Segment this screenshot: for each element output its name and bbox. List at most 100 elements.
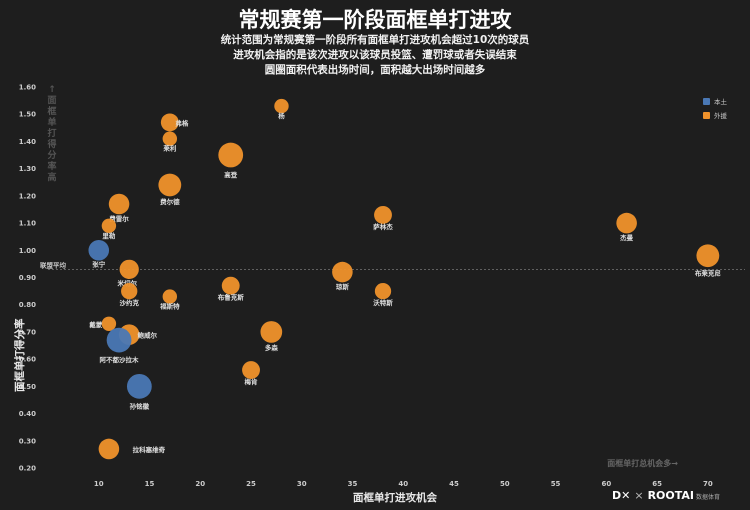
data-point (121, 282, 138, 300)
data-point (616, 212, 637, 234)
data-point (274, 98, 289, 114)
x-tick-label: 10 (94, 480, 104, 488)
brand-sub: 数据体育 (696, 494, 721, 501)
y-tick-label: 1.20 (19, 192, 36, 200)
data-label: 戴蒙 (89, 320, 103, 329)
data-point (88, 240, 110, 261)
data-point (101, 316, 117, 331)
y-tick-label: 1.60 (19, 84, 36, 92)
y-tick-label: 0.30 (19, 437, 36, 445)
annotation-up-char: 框 (47, 105, 56, 117)
data-point (101, 218, 117, 233)
annotation-up-char: ↑ (48, 85, 56, 95)
subtitle-line: 进攻机会指的是该次进攻以该球员投篮、遭罚球或者失误结束 (233, 49, 517, 61)
data-label: 费尔德 (160, 197, 180, 206)
data-point (221, 276, 240, 295)
data-point (119, 259, 139, 279)
data-point (160, 113, 179, 132)
annotation-up-char: 率 (47, 160, 56, 172)
subtitle-line: 统计范围为常规赛第一阶段所有面框单打进攻机会超过10次的球员 (220, 34, 530, 46)
x-tick-label: 40 (398, 480, 408, 488)
data-label: 孙铭徽 (130, 401, 150, 410)
data-point (242, 361, 260, 379)
data-label: 萨林杰 (373, 222, 393, 231)
data-label: 弗格 (175, 118, 189, 127)
data-point (126, 373, 152, 399)
x-tick-label: 30 (297, 480, 307, 488)
data-point (108, 193, 130, 215)
data-label: 里勒 (102, 231, 116, 240)
data-label: 梅肯 (245, 377, 259, 386)
y-tick-label: 0.50 (19, 383, 36, 391)
y-tick-label: 1.10 (19, 220, 36, 228)
legend-entry-home: 本土 (703, 96, 727, 106)
legend: 本土 外援 (703, 96, 727, 124)
x-tick-label: 55 (551, 480, 561, 488)
x-tick-label: 45 (449, 480, 459, 488)
y-tick-label: 0.60 (19, 356, 36, 364)
annotation-up-char: 高 (47, 171, 56, 183)
data-label: 高登 (224, 170, 238, 179)
annotation-up-char: 得 (46, 138, 56, 150)
y-axis-label: 面框单打得分率 (14, 318, 26, 393)
x-tick-label: 65 (652, 480, 662, 488)
y-tick-label: 0.80 (19, 301, 36, 309)
reference-line-label: 联盟平均 (40, 260, 67, 269)
brand-mark: D✕ (612, 489, 631, 502)
brand-separator: × (634, 489, 644, 502)
legend-label-foreign: 外援 (714, 112, 727, 120)
x-tick-label: 50 (500, 480, 510, 488)
data-label: 米切尔 (117, 278, 137, 287)
x-tick-label: 35 (348, 480, 358, 488)
legend-swatch-home (703, 97, 710, 105)
subtitle-line: 圆圈面积代表出场时间，面积越大出场时间越多 (264, 64, 486, 76)
data-point (218, 142, 244, 168)
x-axis-label: 面框单打进攻机会 (353, 492, 437, 504)
data-point (98, 438, 120, 460)
data-label: 莱利 (163, 144, 177, 153)
x-tick-label: 60 (601, 480, 611, 488)
y-tick-label: 0.90 (19, 274, 36, 282)
data-label: 沃特斯 (373, 298, 393, 307)
legend-swatch-foreign (703, 111, 710, 119)
data-point (260, 321, 283, 343)
y-tick-label: 1.50 (19, 111, 36, 119)
data-point (374, 282, 392, 300)
annotation-up-char: 分 (47, 149, 56, 161)
data-label: 布莱克尼 (695, 269, 722, 278)
annotation-up-char: 面 (47, 95, 56, 106)
data-point (332, 261, 353, 283)
x-tick-label: 25 (246, 480, 256, 488)
x-tick-label: 20 (195, 480, 205, 488)
y-tick-label: 1.40 (19, 138, 36, 146)
data-label: 鲍威尔 (137, 331, 157, 340)
data-label: 布鲁克斯 (218, 293, 245, 302)
x-tick-label: 15 (145, 480, 155, 488)
y-tick-label: 0.70 (19, 328, 36, 336)
data-label: 福斯特 (159, 302, 180, 311)
legend-label-home: 本土 (714, 98, 727, 106)
data-point (158, 173, 182, 197)
data-label: 费雷尔 (109, 214, 129, 223)
data-point (696, 244, 720, 268)
brand-logo: D✕ × ROOTAI 数据体育 (612, 489, 720, 502)
data-point (162, 289, 178, 304)
data-label: 多森 (265, 343, 279, 352)
y-tick-label: 0.40 (19, 410, 36, 418)
chart-subtitle: 统计范围为常规赛第一阶段所有面框单打进攻机会超过10次的球员 进攻机会指的是该次… (195, 33, 555, 78)
annotation-right: 面框单打总机会多→ (607, 458, 678, 468)
annotation-up-char: 打 (47, 127, 56, 139)
data-label: 琼斯 (336, 282, 350, 291)
x-tick-label: 70 (703, 480, 713, 488)
data-point (162, 131, 178, 146)
annotation-up-char: 单 (47, 116, 56, 128)
data-label: 杰曼 (620, 233, 634, 242)
chart-title: 常规赛第一阶段面框单打进攻 (238, 8, 512, 32)
data-label: 张宁 (92, 259, 106, 268)
data-point (106, 327, 132, 353)
y-tick-label: 0.20 (19, 465, 36, 473)
data-label: 沙约克 (119, 298, 139, 307)
brand-name: ROOTAI (647, 489, 695, 502)
data-label: 杨 (278, 111, 285, 120)
